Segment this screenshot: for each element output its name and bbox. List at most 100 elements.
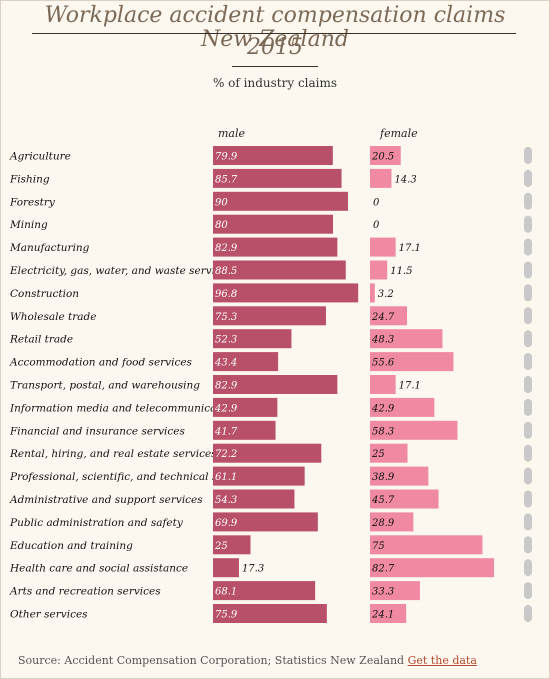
female-bar — [370, 352, 454, 372]
category-label: Other services — [10, 609, 88, 621]
female-bar — [370, 604, 407, 623]
female-bar — [370, 558, 495, 578]
category-label: Professional, scientific, and technical … — [9, 471, 256, 483]
row-handle — [524, 169, 532, 187]
female-value-label: 33.3 — [372, 587, 394, 598]
category-label: Forestry — [9, 196, 56, 208]
male-bar — [213, 237, 338, 257]
male-bar — [213, 535, 251, 555]
female-bar — [370, 420, 458, 440]
male-bar — [213, 512, 318, 532]
female-bar — [370, 306, 408, 326]
male-value-label: 42.9 — [214, 403, 238, 414]
male-bar — [213, 443, 322, 463]
male-bar — [213, 466, 305, 486]
female-bar — [370, 535, 483, 555]
row-handle — [524, 192, 532, 210]
male-bar — [213, 283, 359, 303]
female-bar — [370, 260, 388, 280]
male-bar — [213, 260, 346, 280]
row-handle — [524, 398, 532, 416]
row-handle — [524, 147, 532, 164]
female-value-label: 17.1 — [399, 381, 421, 392]
male-value-label: 54.3 — [215, 495, 237, 506]
male-value-label: 75.3 — [215, 312, 237, 323]
female-value-label: 14.3 — [394, 174, 416, 185]
male-value-label: 69.9 — [215, 518, 238, 529]
get-data-link[interactable]: Get the data — [407, 654, 477, 667]
male-bar — [213, 306, 326, 326]
male-value-label: 43.4 — [214, 358, 237, 369]
row-handle — [524, 467, 532, 485]
female-value-label: 58.3 — [372, 426, 394, 437]
category-label: Fishing — [9, 173, 50, 185]
female-bar — [370, 237, 396, 257]
category-label: Public administration and safety — [9, 517, 184, 529]
category-label: Administrative and support services — [9, 494, 203, 506]
source-note: Source: Accident Compensation Corporatio… — [18, 654, 477, 667]
female-bar — [370, 168, 392, 188]
male-column-header: male — [218, 127, 246, 140]
source-text: Source: Accident Compensation Corporatio… — [18, 654, 405, 667]
male-value-label: 90 — [215, 197, 228, 208]
row-handle — [524, 261, 532, 279]
male-value-label: 61.1 — [215, 472, 237, 483]
category-label: Wholesale trade — [10, 311, 96, 323]
category-label: Construction — [10, 288, 79, 300]
category-label: Retail trade — [9, 334, 73, 346]
female-bar — [370, 581, 420, 601]
row-handle — [524, 605, 532, 622]
female-bar — [370, 397, 435, 417]
row-handle — [524, 582, 532, 600]
female-value-label: 24.7 — [371, 312, 395, 323]
row-handle — [524, 353, 532, 371]
female-value-label: 24.1 — [371, 610, 394, 621]
row-handle — [524, 284, 532, 302]
category-label: Accommodation and food services — [9, 357, 193, 369]
female-value-label: 38.9 — [372, 472, 395, 483]
male-bar — [213, 604, 327, 623]
male-value-label: 79.9 — [215, 152, 238, 163]
category-label: Electricity, gas, water, and waste servi… — [9, 265, 233, 277]
female-bar — [370, 329, 443, 349]
female-bar — [370, 489, 439, 509]
female-bar — [370, 375, 396, 394]
male-bar — [213, 558, 239, 578]
male-value-label: 82.9 — [215, 381, 238, 392]
male-value-label: 85.7 — [215, 174, 238, 185]
male-value-label: 88.5 — [215, 266, 237, 277]
title-rule-top — [32, 33, 516, 34]
male-value-label: 17.3 — [242, 564, 264, 575]
row-handle — [524, 421, 532, 439]
chart-title: Workplace accident compensation claims N… — [44, 3, 506, 52]
male-value-label: 25 — [214, 541, 228, 552]
row-handle — [524, 444, 532, 462]
male-value-label: 75.9 — [215, 610, 238, 621]
row-handle — [524, 307, 532, 325]
male-bar — [213, 375, 338, 394]
row-handle — [524, 330, 532, 348]
row-handle — [524, 536, 532, 554]
male-bar — [213, 329, 292, 349]
female-value-label: 25 — [371, 449, 385, 460]
female-value-label: 55.6 — [372, 358, 395, 369]
category-label: Agriculture — [9, 151, 71, 163]
female-bar — [370, 146, 401, 165]
male-bar — [213, 191, 348, 211]
male-bar — [213, 214, 333, 234]
female-value-label: 45.7 — [371, 495, 395, 506]
female-bar — [370, 466, 429, 486]
male-bar — [213, 420, 276, 440]
female-value-label: 3.2 — [378, 289, 394, 300]
male-value-label: 52.3 — [215, 335, 237, 346]
male-value-label: 68.1 — [215, 587, 237, 598]
male-bar — [213, 397, 278, 417]
male-bar — [213, 168, 342, 188]
female-value-label: 20.5 — [371, 152, 394, 163]
female-bar — [370, 443, 408, 463]
row-handle — [524, 559, 532, 577]
female-value-label: 48.3 — [371, 335, 394, 346]
row-handle — [524, 215, 532, 233]
category-label: Transport, postal, and warehousing — [10, 380, 200, 392]
